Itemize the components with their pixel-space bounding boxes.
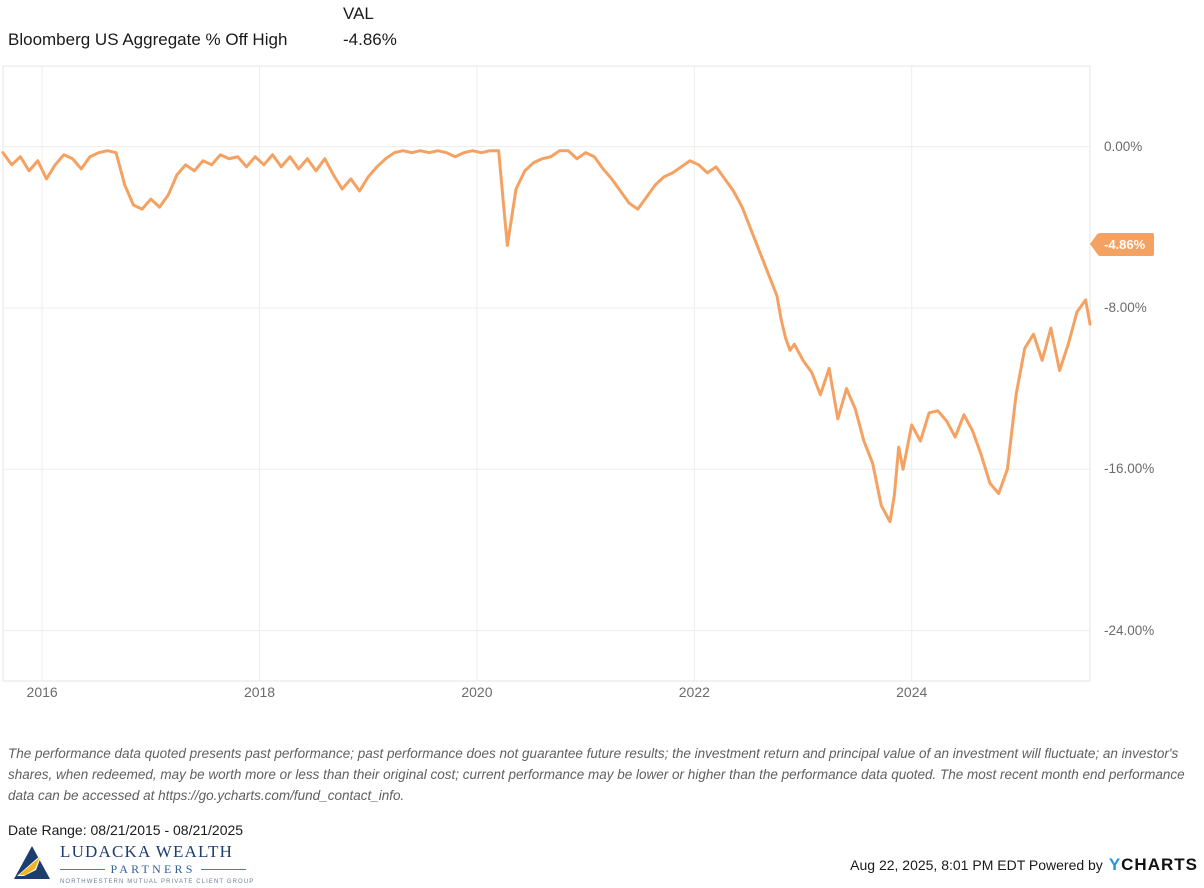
ycharts-logo-text: CHARTS: [1121, 855, 1198, 874]
series-legend-label: Bloomberg US Aggregate % Off High: [8, 30, 288, 49]
val-column-header: VAL: [343, 4, 374, 23]
last-value-badge: -4.86%: [1089, 233, 1155, 257]
logo-line-3: NORTHWESTERN MUTUAL PRIVATE CLIENT GROUP: [60, 879, 255, 885]
date-range-label: Date Range: 08/21/2015 - 08/21/2025: [8, 822, 244, 838]
ludacka-wealth-partners-logo: LUDACKA WEALTH PARTNERS NORTHWESTERN MUT…: [12, 843, 372, 885]
logo-mark-icon: [14, 846, 50, 879]
x-axis-tick-label: 2018: [243, 684, 276, 700]
x-axis-tick-label: 2016: [26, 684, 58, 700]
chart-series-line: [1, 149, 1092, 524]
x-axis-tick-label: 2020: [461, 684, 493, 700]
chart-gridlines: [3, 66, 1090, 681]
line-chart-plot: [1, 65, 1092, 682]
logo-line-1: LUDACKA WEALTH: [60, 842, 234, 861]
x-axis-tick-label: 2024: [896, 684, 928, 700]
val-column-value: -4.86%: [343, 30, 397, 49]
ycharts-logo: YCHARTS: [1109, 855, 1198, 875]
ycharts-attribution: Aug 22, 2025, 8:01 PM EDT Powered by YCH…: [850, 855, 1198, 875]
logo-line-2: PARTNERS: [110, 862, 196, 876]
logo-line-2-row: PARTNERS: [60, 862, 247, 877]
logo-rule-right: [200, 869, 247, 870]
y-axis-tick-label: -16.00%: [1104, 461, 1155, 477]
logo-text-block: LUDACKA WEALTH PARTNERS NORTHWESTERN MUT…: [60, 843, 360, 885]
performance-disclaimer: The performance data quoted presents pas…: [8, 746, 1185, 803]
chart-header: Bloomberg US Aggregate % Off High VAL -4…: [0, 0, 1204, 60]
x-axis-tick-label: 2022: [678, 684, 710, 700]
attribution-timestamp: Aug 22, 2025, 8:01 PM EDT Powered by: [850, 857, 1103, 873]
ycharts-logo-y: Y: [1108, 855, 1122, 874]
chart-area: 0.00% -8.00% -16.00% -24.00% 2016 2018 2020 20…: [0, 60, 1204, 720]
y-axis-tick-label: 0.00%: [1104, 138, 1143, 154]
y-axis-tick-label: -24.00%: [1104, 622, 1155, 638]
logo-rule-left: [60, 869, 106, 870]
y-axis-tick-label: -8.00%: [1104, 299, 1147, 315]
